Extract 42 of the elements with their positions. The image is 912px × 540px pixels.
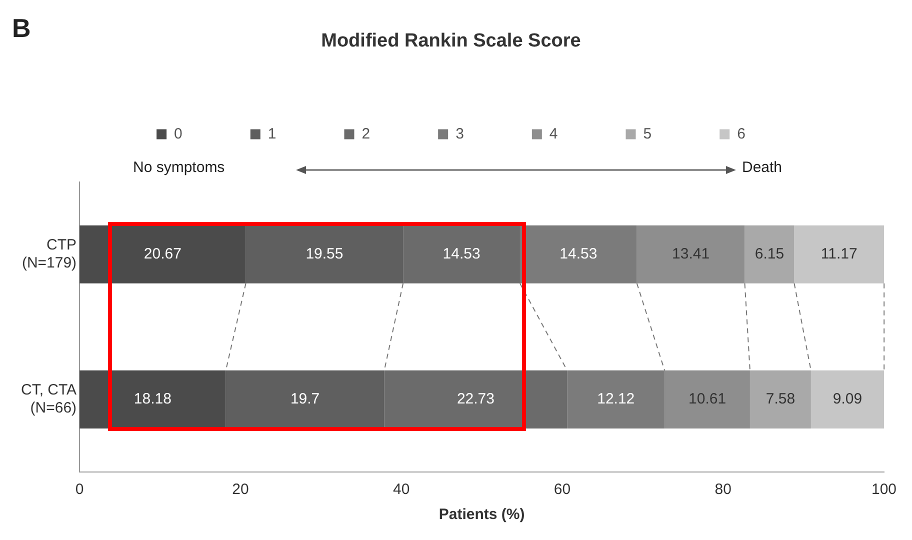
bar <box>80 225 246 284</box>
bar <box>80 370 226 428</box>
legend-label: 3 <box>456 125 464 142</box>
data-label: 10.61 <box>688 390 726 408</box>
data-label: 18.18 <box>134 390 172 408</box>
bar <box>810 370 884 428</box>
data-label: 12.12 <box>597 390 635 408</box>
legend-label: 2 <box>362 125 370 142</box>
data-label: 19.7 <box>290 390 320 408</box>
data-label: 14.53 <box>442 245 480 262</box>
legend-label: 4 <box>549 125 558 142</box>
y-tick-label: CTP (N=179) <box>22 236 77 272</box>
data-label: 13.41 <box>672 245 710 262</box>
text: Death <box>742 158 782 176</box>
bar <box>794 225 884 284</box>
text: B <box>12 13 31 44</box>
x-tick-label: 0 <box>75 481 84 498</box>
bar <box>744 225 794 284</box>
data-label: 19.55 <box>306 245 344 262</box>
bar <box>664 370 750 428</box>
data-label: 20.67 <box>144 245 182 262</box>
x-tick-label: 80 <box>714 481 732 498</box>
x-tick-label: 40 <box>392 481 410 498</box>
data-label: 14.53 <box>560 245 598 262</box>
y-tick-label: CT, CTA (N=66) <box>20 382 77 417</box>
legend-label: 6 <box>737 125 746 142</box>
legend-label: 5 <box>643 125 652 142</box>
chart-title: Modified Rankin Scale Score <box>321 30 581 52</box>
legend-label: 1 <box>268 125 276 142</box>
bar <box>750 370 811 428</box>
x-tick-label: 100 <box>871 481 897 498</box>
x-tick-label: 60 <box>554 481 571 498</box>
data-label: 9.09 <box>832 390 862 408</box>
data-label: 22.73 <box>456 390 494 408</box>
x-tick-label: 20 <box>232 481 249 498</box>
bar <box>636 225 745 284</box>
legend-label: 0 <box>174 125 182 142</box>
data-label: 7.58 <box>766 390 796 408</box>
x-axis-title: Patients (%) <box>438 506 525 524</box>
text: No symptoms <box>133 158 225 176</box>
data-label: 6.15 <box>754 245 784 262</box>
data-label: 11.17 <box>820 245 858 262</box>
